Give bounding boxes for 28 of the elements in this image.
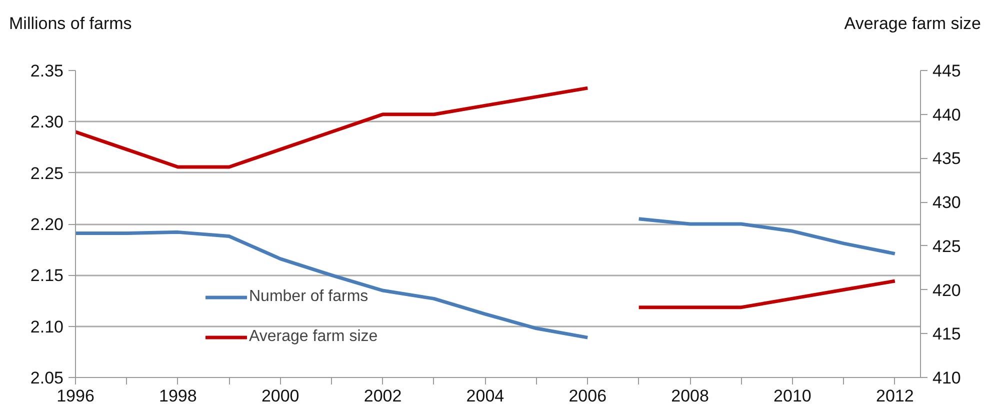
x-tick-label: 2002 bbox=[364, 386, 402, 406]
y-tick-label: 2.15 bbox=[30, 266, 64, 286]
x-tick-label: 2010 bbox=[774, 386, 812, 406]
x-tick-label: 2012 bbox=[876, 386, 914, 406]
y2-tick-label: 430 bbox=[932, 193, 961, 212]
y-tick-label: 2.20 bbox=[30, 215, 64, 234]
y2-tick-label: 425 bbox=[932, 236, 961, 256]
y-tick-label: 2.25 bbox=[30, 164, 64, 183]
x-tick-label: 2006 bbox=[568, 386, 607, 406]
y2-tick-label: 445 bbox=[932, 62, 961, 80]
legend-label: Number of farms bbox=[249, 288, 368, 306]
x-tick-label: 2000 bbox=[261, 386, 300, 406]
y-tick-label: 2.05 bbox=[30, 368, 64, 388]
y2-tick-label: 410 bbox=[932, 368, 961, 388]
y-tick-label: 2.10 bbox=[30, 317, 64, 336]
y-axis-title: Millions of farms bbox=[9, 13, 132, 35]
y2-tick-label: 435 bbox=[932, 149, 961, 168]
x-tick-label: 2004 bbox=[466, 386, 504, 406]
y2-tick-label: 420 bbox=[932, 280, 961, 300]
legend-label: Average farm size bbox=[249, 328, 378, 346]
x-tick-label: 1996 bbox=[56, 386, 94, 406]
y2-axis-title: Average farm size bbox=[844, 13, 981, 35]
x-tick-label: 2008 bbox=[671, 386, 709, 406]
x-tick-label: 1998 bbox=[159, 386, 197, 406]
y2-tick-label: 415 bbox=[932, 324, 961, 344]
y-tick-label: 2.35 bbox=[30, 62, 64, 80]
y-tick-label: 2.30 bbox=[30, 112, 64, 132]
y2-tick-label: 440 bbox=[932, 105, 961, 124]
